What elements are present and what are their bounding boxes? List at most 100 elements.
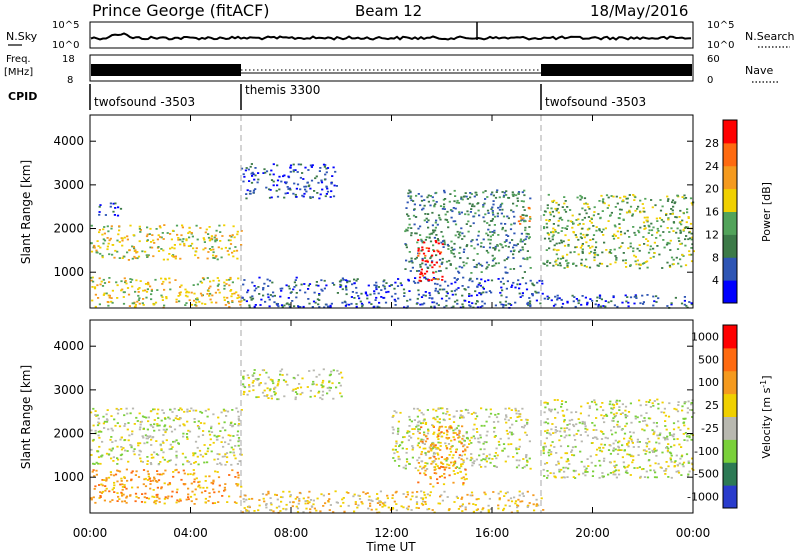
velocity-cell [268,389,271,392]
power-cell [553,244,556,247]
power-cell [525,288,529,291]
velocity-cell [156,412,159,415]
power-cell [425,247,428,249]
velocity-cell [521,407,524,410]
power-cell [437,250,440,253]
velocity-cell [127,460,130,463]
velocity-cell [436,415,439,418]
velocity-cell [312,369,315,372]
power-cell [439,251,443,254]
velocity-cell [420,411,423,414]
power-cell [687,217,690,219]
velocity-cell [595,417,598,419]
velocity-cell [164,424,167,427]
velocity-cell [472,435,475,438]
power-cell [525,232,528,235]
velocity-cell [201,455,205,458]
power-cell [142,298,145,300]
power-cell [635,297,638,299]
velocity-cell [665,468,668,470]
velocity-cell [342,497,345,499]
velocity-cell [240,409,243,411]
power-cell [234,246,237,248]
velocity-cell [364,492,367,495]
power-cell [179,238,182,241]
velocity-cell [448,426,451,428]
velocity-cell [405,458,409,461]
velocity-cell [146,428,149,431]
power-cell [294,279,297,281]
velocity-cell [428,508,431,510]
power-cell [593,256,596,259]
power-cell [468,279,471,282]
velocity-cell [166,497,169,500]
velocity-cell [223,409,226,412]
velocity-cell [508,505,511,507]
power-cell [470,272,473,274]
velocity-cell [105,418,109,421]
power-cell [178,292,181,294]
velocity-cell [663,407,666,410]
power-cell [273,294,276,297]
velocity-cell [187,496,190,499]
power-cell [604,300,607,302]
power-cell [250,172,253,175]
velocity-cell [173,428,177,431]
velocity-cell [368,495,371,498]
velocity-cell [603,457,606,460]
velocity-cell [568,434,571,437]
velocity-cell [662,436,665,439]
nave-tick-bottom: 0 [707,75,713,86]
velocity-cell [150,444,153,446]
velocity-cell [652,404,655,407]
power-cell [433,301,436,304]
velocity-cell [459,505,462,508]
velocity-cell [614,439,617,442]
velocity-cell [370,499,373,502]
power-cell [684,244,687,247]
velocity-cell [651,449,654,452]
velocity-colorbar-swatch [723,462,737,486]
power-cell [437,270,441,272]
power-cell [633,254,636,257]
velocity-cell [505,414,508,417]
velocity-cell [561,400,564,402]
power-cell [435,270,438,273]
velocity-ytick-label: 2000 [53,427,84,441]
power-cell [680,265,683,268]
power-colorbar-swatch [723,211,737,235]
power-cell [288,187,291,190]
velocity-cell [391,507,395,510]
power-cell [453,277,456,279]
power-cell [505,194,508,196]
power-cell [115,281,118,284]
velocity-cell [407,505,410,508]
power-cell [157,246,160,248]
power-cell [481,264,484,267]
velocity-cell [336,369,339,372]
power-cell [251,281,254,284]
velocity-cell [194,452,197,455]
velocity-cell [237,437,241,439]
power-cell [510,223,513,226]
power-cell [179,291,182,294]
velocity-cell [515,448,518,451]
power-cell [404,230,407,233]
power-cell [488,290,491,292]
velocity-cell [448,467,451,469]
power-cell [447,248,450,250]
power-cell [578,222,581,225]
power-cell [523,239,526,241]
power-cell [546,298,549,300]
power-cell [528,207,531,210]
velocity-cell [461,415,464,417]
velocity-cell [493,430,496,433]
velocity-cell [433,460,436,462]
velocity-cell [658,442,661,445]
velocity-cell [201,434,205,436]
power-cell [121,257,124,259]
velocity-cell [123,425,126,427]
power-cell [90,276,93,279]
velocity-cell [462,459,465,462]
power-cell [574,305,577,308]
